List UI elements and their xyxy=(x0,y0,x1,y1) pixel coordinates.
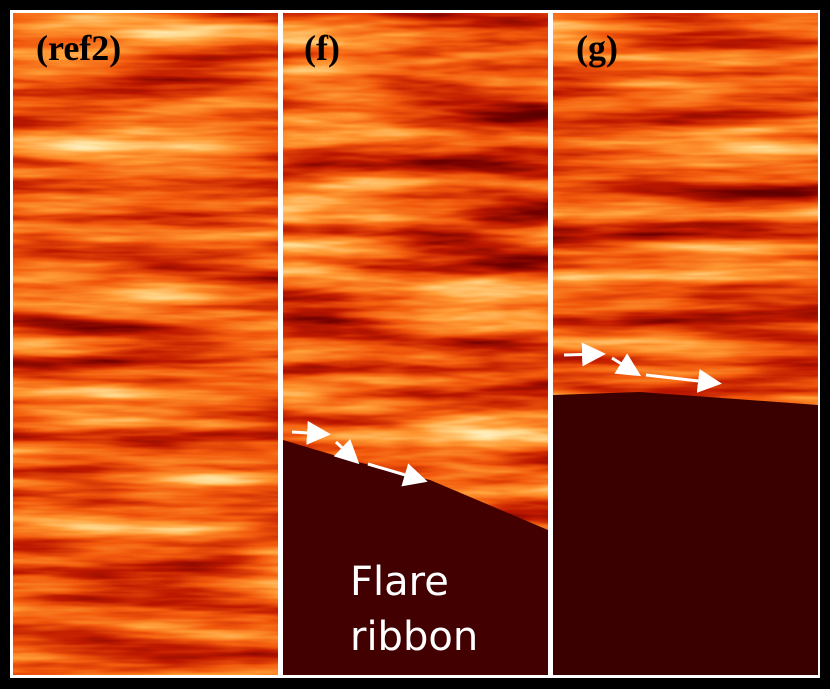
panel-label: (ref2) xyxy=(36,28,121,68)
ribbon-dark xyxy=(283,440,548,675)
arrow xyxy=(291,420,331,445)
image xyxy=(13,13,278,675)
ribbon-dark xyxy=(553,392,818,675)
panel-ref2 xyxy=(13,13,278,675)
annotation: Flare xyxy=(350,559,449,605)
arrow xyxy=(611,353,642,377)
annotation: ribbon xyxy=(350,614,478,660)
panel-g xyxy=(553,13,818,675)
panel-label: (f) xyxy=(304,28,340,68)
panel-f xyxy=(283,13,548,675)
panel-label: (g) xyxy=(576,28,618,68)
arrow xyxy=(333,438,360,465)
arrow xyxy=(367,462,428,487)
arrow xyxy=(563,342,606,367)
arrows xyxy=(291,342,722,487)
arrow xyxy=(645,369,722,393)
